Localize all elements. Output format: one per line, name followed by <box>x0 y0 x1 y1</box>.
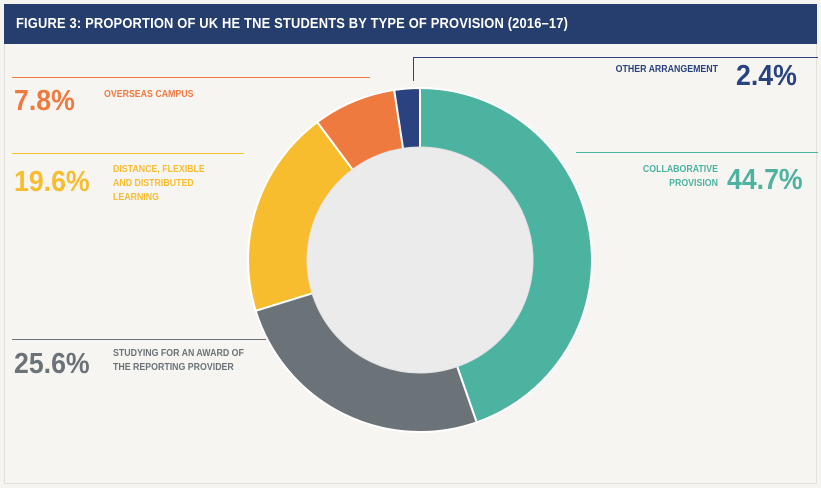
collaborative-rule <box>576 152 818 153</box>
distance-percent: 19.6% <box>14 166 90 198</box>
overseas-rule <box>12 77 370 78</box>
donut-hole <box>306 146 534 374</box>
other-rule-drop <box>413 57 414 81</box>
collaborative-label: COLLABORATIVE PROVISION <box>642 164 718 189</box>
studying-percent: 25.6% <box>14 348 90 380</box>
distance-label: DISTANCE, FLEXIBLE AND DISTRIBUTED LEARN… <box>113 164 205 203</box>
other-rule <box>414 57 818 58</box>
figure-title: FIGURE 3: PROPORTION OF UK HE TNE STUDEN… <box>16 15 569 32</box>
studying-label: STUDYING FOR AN AWARD OF THE REPORTING P… <box>113 348 244 373</box>
other-percent: 2.4% <box>736 60 797 92</box>
distance-rule <box>12 153 244 154</box>
overseas-percent: 7.8% <box>14 85 75 117</box>
studying-rule <box>12 339 266 340</box>
collaborative-percent: 44.7% <box>727 164 803 196</box>
other-label: OTHER ARRANGEMENT <box>615 64 718 75</box>
figure-title-bar: FIGURE 3: PROPORTION OF UK HE TNE STUDEN… <box>4 4 817 44</box>
overseas-label: OVERSEAS CAMPUS <box>104 89 194 100</box>
